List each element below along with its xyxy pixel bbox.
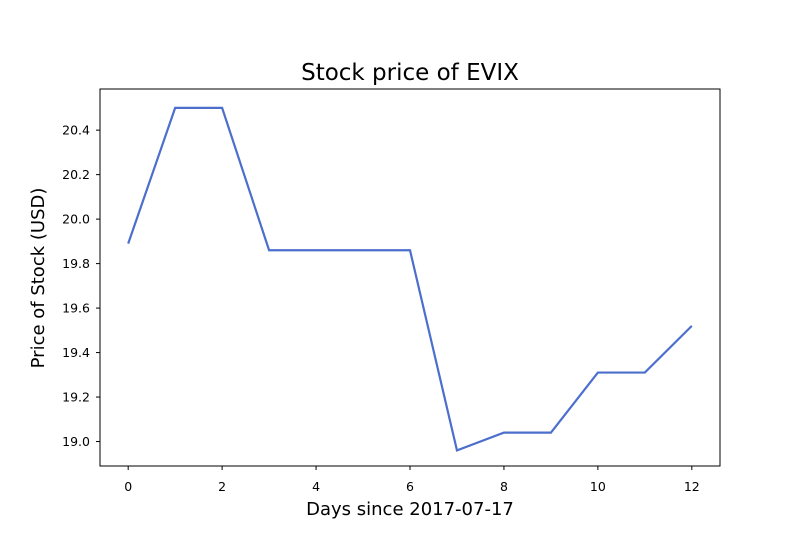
y-axis-label: Price of Stock (USD) [28,188,49,369]
x-tick-label: 8 [500,479,508,494]
plot-area-frame [99,88,721,467]
series-line-0 [127,106,693,452]
series-group [127,106,693,452]
x-tick-label: 0 [124,479,132,494]
x-axis-label: Days since 2017-07-17 [306,499,514,520]
chart-title: Stock price of EVIX [301,60,519,86]
y-tick-label: 20.2 [62,167,90,182]
x-tick-label: 12 [684,479,700,494]
x-tick-label: 2 [218,479,226,494]
x-axis: 0 2 4 6 8 10 12 [124,466,700,494]
y-tick-label: 19.4 [62,345,90,360]
y-tick-label: 19.6 [62,301,90,316]
y-tick-label: 19.0 [62,434,90,449]
y-axis: 19.0 19.2 19.4 19.6 19.8 20.0 20.2 20.4 [62,123,100,449]
y-tick-label: 19.8 [62,256,90,271]
x-tick-label: 4 [312,479,320,494]
x-tick-label: 6 [406,479,414,494]
y-tick-label: 20.4 [62,123,90,138]
y-tick-label: 19.2 [62,390,90,405]
x-tick-label: 10 [590,479,606,494]
y-tick-label: 20.0 [62,212,90,227]
